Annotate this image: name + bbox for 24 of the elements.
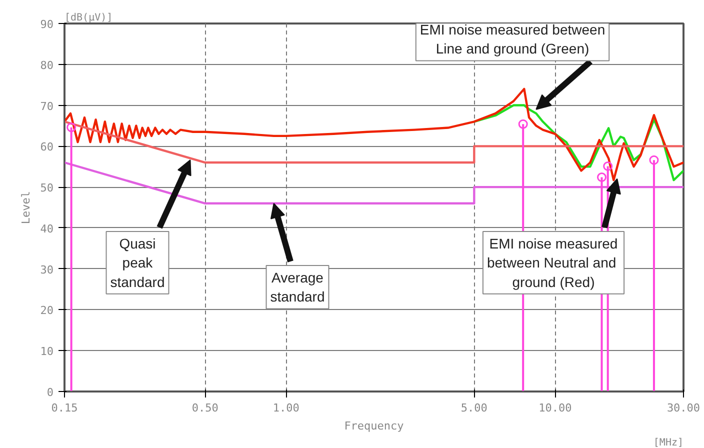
y-tick-label: 30 xyxy=(40,263,54,276)
y-tick-label: 70 xyxy=(40,100,54,113)
y-tick-label: 20 xyxy=(40,304,54,318)
y-tick-label: 60 xyxy=(40,140,54,154)
y-tick-label: 50 xyxy=(40,182,54,195)
y-tick-label: 10 xyxy=(40,345,54,358)
x-axis-title: Frequency xyxy=(344,420,404,432)
text: [dB(μV)] xyxy=(64,12,113,24)
x-tick-label: 5.00 xyxy=(460,402,488,414)
x-tick-label: 0.50 xyxy=(192,402,218,414)
x-tick-label: 0.15 xyxy=(51,402,78,414)
annotation: Average standard xyxy=(270,270,325,305)
annotation: EMI noise measured between Neutral and ground (Red) xyxy=(486,236,618,290)
y-axis-title: Level xyxy=(19,190,32,224)
annotation: EMI noise measured between Line and ground (Green) xyxy=(420,22,606,57)
y-tick-label: 80 xyxy=(40,58,54,72)
y-tick-label: 90 xyxy=(40,18,54,31)
x-tick-label: 1.00 xyxy=(272,402,300,414)
x-tick-label: 10.00 xyxy=(538,402,572,414)
annotation: Quasi peak standard xyxy=(110,236,165,290)
text: [MHz] xyxy=(653,438,684,448)
y-tick-label: 0 xyxy=(46,386,54,399)
y-tick-label: 40 xyxy=(40,222,54,236)
x-tick-label: 30.00 xyxy=(666,402,700,414)
